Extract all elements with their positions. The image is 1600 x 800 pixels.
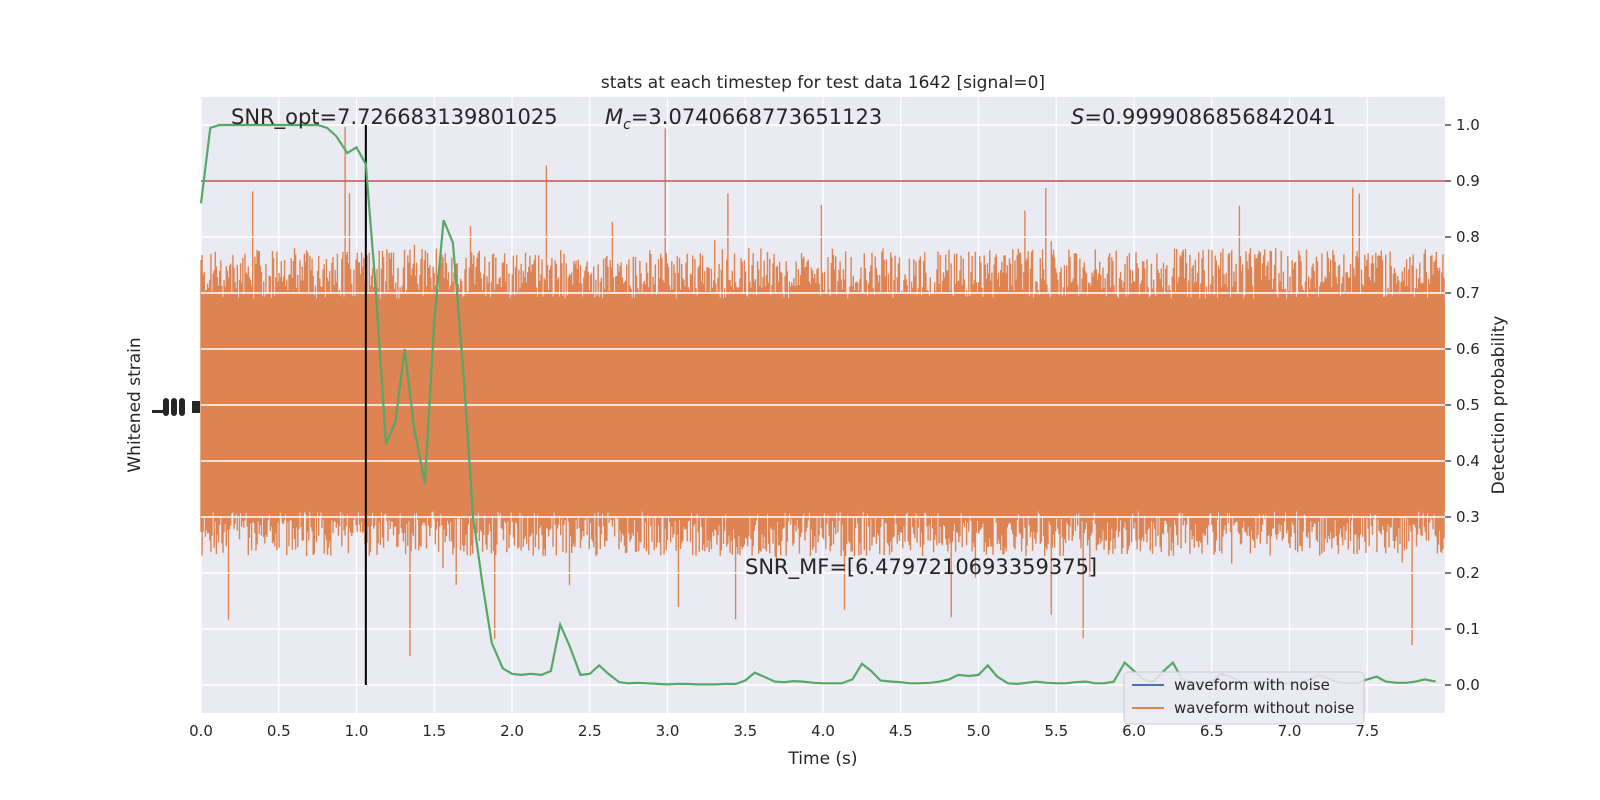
y-right-tick-label-7: 0.7 bbox=[1456, 284, 1480, 302]
x-tick-label-2: 1.0 bbox=[345, 722, 369, 740]
legend-box bbox=[1123, 671, 1365, 725]
x-tick-label-4: 2.0 bbox=[500, 722, 524, 740]
y-right-tick-label-9: 0.9 bbox=[1456, 172, 1480, 190]
x-tick-label-8: 4.0 bbox=[811, 722, 835, 740]
left-axis-tick-clutter bbox=[152, 398, 200, 416]
snr-opt-annotation: SNR_opt=7.726683139801025 bbox=[231, 105, 558, 130]
y-right-tick-label-4: 0.4 bbox=[1456, 452, 1480, 470]
x-tick-label-12: 6.0 bbox=[1122, 722, 1146, 740]
x-tick-label-7: 3.5 bbox=[733, 722, 757, 740]
y-right-tick-label-2: 0.2 bbox=[1456, 564, 1480, 582]
chirp-mass-subscript: c bbox=[623, 117, 631, 133]
x-tick-label-5: 2.5 bbox=[578, 722, 602, 740]
x-tick-label-10: 5.0 bbox=[967, 722, 991, 740]
s-value: =0.9999086856842041 bbox=[1084, 105, 1335, 129]
x-tick-label-14: 7.0 bbox=[1278, 722, 1302, 740]
legend: waveform with noise waveform without noi… bbox=[1123, 671, 1365, 725]
right-y-axis-label: Detection probability bbox=[1489, 316, 1509, 495]
y-right-tick-label-8: 0.8 bbox=[1456, 228, 1480, 246]
x-tick-label-9: 4.5 bbox=[889, 722, 913, 740]
y-right-tick-label-3: 0.3 bbox=[1456, 508, 1480, 526]
chirp-mass-symbol: M bbox=[605, 105, 623, 129]
x-tick-label-13: 6.5 bbox=[1200, 722, 1224, 740]
legend-label-without-noise: waveform without noise bbox=[1174, 699, 1354, 717]
x-axis-label: Time (s) bbox=[787, 749, 857, 769]
y-right-tick-label-1: 0.1 bbox=[1456, 620, 1480, 638]
x-tick-label-0: 0.0 bbox=[189, 722, 213, 740]
x-tick-label-6: 3.0 bbox=[656, 722, 680, 740]
x-tick-label-1: 0.5 bbox=[267, 722, 291, 740]
left-y-axis-label: Whitened strain bbox=[125, 337, 145, 472]
x-axis-ticks: 0.0 0.5 1.0 1.5 2.0 2.5 3.0 3.5 4.0 4.5 5.0 5.5 6.0 6… bbox=[189, 722, 1379, 740]
x-tick-label-15: 7.5 bbox=[1355, 722, 1379, 740]
s-symbol: S bbox=[1071, 105, 1084, 129]
right-y-axis-ticks: 0.0 0.1 0.2 0.3 0.4 0.5 0.6 0.7 0.8 0.9 1.0 bbox=[1445, 116, 1480, 694]
x-tick-label-3: 1.5 bbox=[422, 722, 446, 740]
s-annotation: S=0.9999086856842041 bbox=[1071, 105, 1336, 129]
y-right-tick-label-0: 0.0 bbox=[1456, 676, 1480, 694]
chirp-mass-annotation: Mc=3.0740668773651123 bbox=[605, 105, 882, 133]
y-right-tick-label-6: 0.6 bbox=[1456, 340, 1480, 358]
legend-label-with-noise: waveform with noise bbox=[1174, 676, 1330, 694]
chirp-mass-value: =3.0740668773651123 bbox=[631, 105, 882, 129]
y-right-tick-label-5: 0.5 bbox=[1456, 396, 1480, 414]
x-tick-label-11: 5.5 bbox=[1044, 722, 1068, 740]
chart-title: stats at each timestep for test data 164… bbox=[601, 73, 1045, 93]
y-right-tick-label-10: 1.0 bbox=[1456, 116, 1480, 134]
snr-mf-annotation: SNR_MF=[6.4797210693359375] bbox=[745, 555, 1097, 580]
